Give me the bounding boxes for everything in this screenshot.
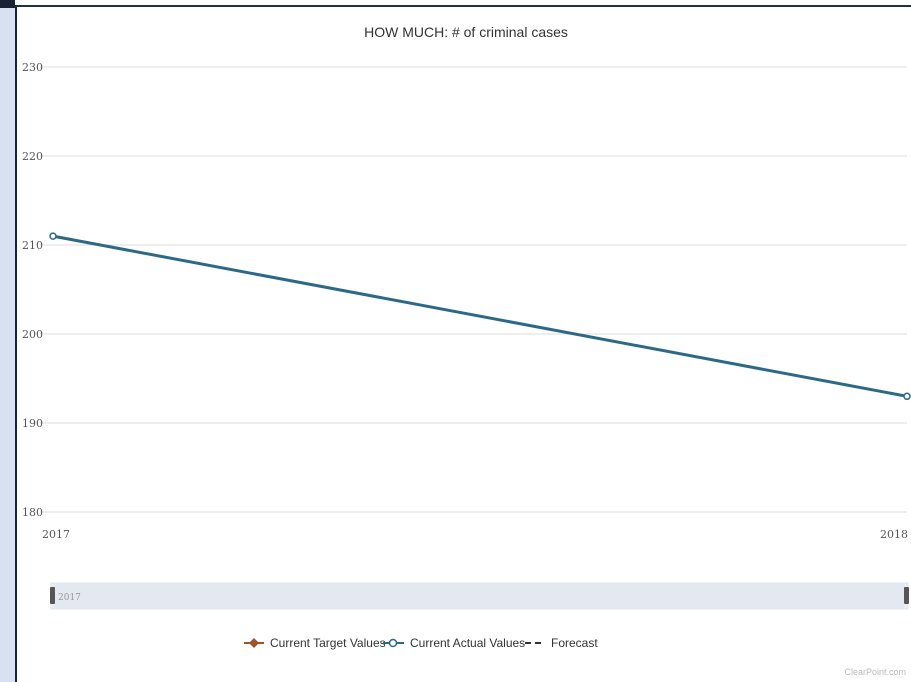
y-tick-label: 230 <box>22 61 43 74</box>
series-line-actual-values <box>52 234 908 398</box>
series-layer <box>49 232 911 401</box>
circle-marker-icon <box>388 638 398 648</box>
chart-title: HOW MUCH: # of criminal cases <box>364 24 568 40</box>
data-point[interactable] <box>49 232 57 240</box>
y-axis-tick-labels: 180 190 200 210 220 230 <box>22 61 43 519</box>
navigator-mask <box>54 584 904 608</box>
legend: Current Target Values Current Actual Val… <box>244 636 598 650</box>
y-tick-label: 180 <box>22 506 43 519</box>
legend-item-forecast[interactable]: Forecast <box>525 636 598 650</box>
y-tick-label: 220 <box>22 150 43 163</box>
legend-item-actual[interactable]: Current Actual Values <box>383 636 525 650</box>
y-tick-label: 200 <box>22 328 43 341</box>
legend-label-actual: Current Actual Values <box>410 636 525 650</box>
x-axis-tick-labels: 2017 2018 <box>42 528 908 541</box>
diamond-marker-icon <box>249 638 259 648</box>
top-border <box>15 0 911 7</box>
navigator[interactable]: 2017 <box>50 582 909 610</box>
navigator-handle-right[interactable] <box>904 587 909 604</box>
navigator-label: 2017 <box>58 593 81 603</box>
left-panel-corner <box>0 0 15 8</box>
legend-item-target[interactable]: Current Target Values <box>244 636 386 650</box>
chart-credit[interactable]: ClearPoint.com <box>844 667 906 677</box>
grid-lines <box>40 66 907 513</box>
x-tick-label: 2018 <box>880 528 908 541</box>
x-tick-label: 2017 <box>42 528 70 541</box>
y-tick-label: 190 <box>22 417 43 430</box>
navigator-handle-left[interactable] <box>50 587 55 604</box>
left-panel-strip <box>0 0 17 682</box>
legend-label-forecast: Forecast <box>551 636 598 650</box>
y-tick-label: 210 <box>22 239 43 252</box>
data-point[interactable] <box>903 392 911 401</box>
legend-label-target: Current Target Values <box>270 636 386 650</box>
